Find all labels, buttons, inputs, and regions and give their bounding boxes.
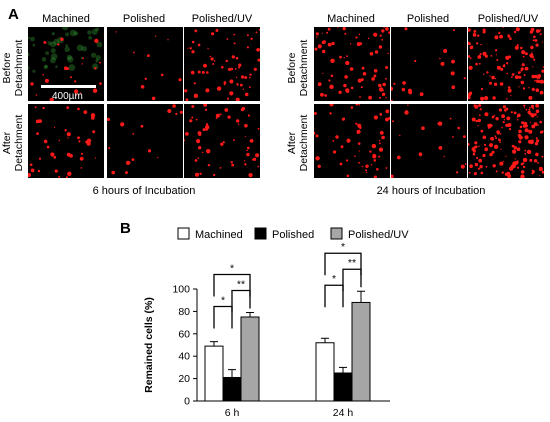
significance-label: ** xyxy=(348,257,356,269)
micrograph-24h-after-polished xyxy=(391,104,467,178)
micrograph-24h-before-polished xyxy=(391,27,467,101)
legend-label-polished-uv: Polished/UV xyxy=(348,229,409,241)
y-tick-label: 60 xyxy=(178,328,190,340)
micrograph-6h-before-polished xyxy=(107,27,183,101)
left-col-machined: Machined xyxy=(42,13,90,25)
bar-polished-0 xyxy=(222,376,242,402)
micrograph-24h-after-machined xyxy=(314,104,390,178)
bar-machined-0 xyxy=(204,345,224,402)
significance-bracket xyxy=(213,305,233,329)
legend-swatch-polished xyxy=(254,227,267,240)
x-tick-label: 6 h xyxy=(225,407,240,419)
significance-bracket xyxy=(324,252,362,276)
micrograph-24h-before-machined xyxy=(314,27,390,101)
y-tick-label: 80 xyxy=(178,306,190,318)
significance-bracket xyxy=(231,289,251,313)
left-col-polished: Polished xyxy=(122,13,166,25)
micrograph-24h-after-polished-uv xyxy=(468,104,544,178)
y-tick-label: 100 xyxy=(172,284,190,296)
right-col-polished-uv: Polished/UV xyxy=(477,13,539,25)
y-tick-label: 40 xyxy=(178,351,190,363)
significance-bracket xyxy=(342,268,362,292)
legend-swatch-polished-uv xyxy=(330,227,343,240)
panel-label-b: B xyxy=(120,220,131,237)
x-tick-label: 24 h xyxy=(333,407,354,419)
right-col-machined: Machined xyxy=(327,13,375,25)
bar-polished-uv-1 xyxy=(351,301,371,402)
legend-label-machined: Machined xyxy=(195,229,243,241)
y-axis-label: Remained cells (%) xyxy=(143,297,155,393)
legend-label-polished: Polished xyxy=(272,229,314,241)
bar-machined-1 xyxy=(315,342,335,402)
significance-bracket xyxy=(324,284,344,308)
y-tick-label: 0 xyxy=(184,396,190,408)
scale-bar-label: 400µm xyxy=(52,91,83,102)
y-tick-label: 20 xyxy=(178,373,190,385)
significance-bracket xyxy=(213,273,251,297)
left-caption: 6 hours of Incubation xyxy=(92,185,196,197)
micrograph-6h-after-machined xyxy=(28,104,104,178)
micrograph-6h-after-polished-uv xyxy=(184,104,260,178)
micrograph-6h-before-machined xyxy=(28,27,104,101)
significance-label: * xyxy=(332,273,336,285)
right-col-polished: Polished xyxy=(406,13,450,25)
panel-label-a: A xyxy=(8,6,19,23)
significance-label: ** xyxy=(237,279,245,291)
scale-bar xyxy=(41,85,96,88)
significance-label: * xyxy=(341,241,345,253)
significance-label: * xyxy=(221,295,225,307)
right-caption: 24 hours of Incubation xyxy=(376,185,486,197)
micrograph-6h-before-polished-uv xyxy=(184,27,260,101)
legend-swatch-machined xyxy=(177,227,190,240)
micrograph-6h-after-polished xyxy=(107,104,183,178)
left-col-polished-uv: Polished/UV xyxy=(191,13,253,25)
bar-polished-uv-0 xyxy=(240,316,260,402)
bar-polished-1 xyxy=(333,372,353,402)
micrograph-24h-before-polished-uv xyxy=(468,27,544,101)
significance-label: * xyxy=(230,263,234,275)
